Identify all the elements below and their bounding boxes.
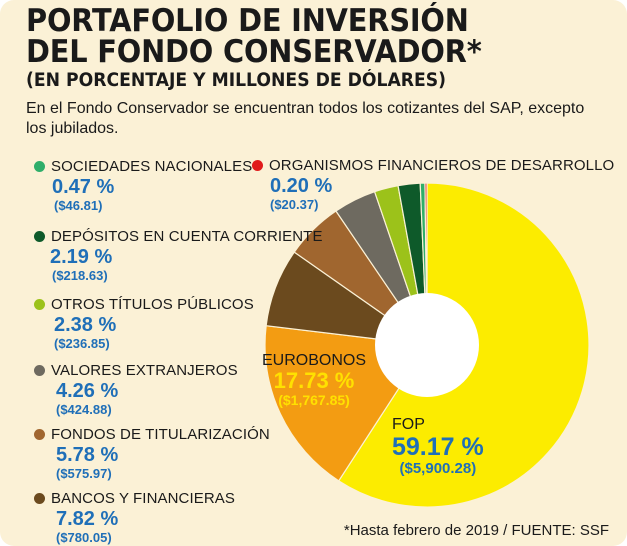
legend-swatch-valores-extranjeros [34,365,45,376]
legend-swatch-fondos-titularizacion [34,429,45,440]
legend-label-otros-titulos-publicos: OTROS TÍTULOS PÚBLICOS [51,296,254,313]
data-label-otros-titulos-publicos-amount: ($236.85) [54,336,110,351]
data-label-bancos-financieras-pct: 7.82 % [56,508,119,530]
data-label-depositos-cuenta-corriente-amount: ($218.63) [52,268,108,283]
legend-label-bancos-financieras: BANCOS Y FINANCIERAS [51,490,235,507]
legend-item-bancos-financieras: BANCOS Y FINANCIERAS 7.82 % ($780.05) [34,490,235,545]
data-label-sociedades-nacionales-amount: ($46.81) [54,198,103,213]
chart-description: En el Fondo Conservador se encuentran to… [26,100,585,137]
data-label-organismos-financieros-pct: 0.20 % [270,175,333,197]
data-label-sociedades-nacionales-pct: 0.47 % [52,176,115,198]
legend-swatch-otros-titulos-publicos [34,299,45,310]
data-label-fondos-titularizacion-pct: 5.78 % [56,444,119,466]
donut-hole [375,293,479,397]
slice-label-fop-name: FOP [392,416,425,433]
data-label-otros-titulos-publicos-pct: 2.38 % [54,314,117,336]
chart-source-note: *Hasta febrero de 2019 / FUENTE: SSF [343,522,609,539]
legend-label-organismos-financieros: ORGANISMOS FINANCIEROS DE DESARROLLO [269,157,615,174]
chart-title: PORTAFOLIO DE INVERSIÓN DEL FONDO CONSER… [26,3,482,70]
data-label-organismos-financieros-amount: ($20.37) [270,197,319,212]
data-label-fondos-titularizacion-amount: ($575.97) [56,466,112,481]
data-label-valores-extranjeros-pct: 4.26 % [56,380,119,402]
data-label-bancos-financieras-amount: ($780.05) [56,530,112,545]
legend-label-sociedades-nacionales: SOCIEDADES NACIONALES [51,158,253,175]
legend-item-fondos-titularizacion: FONDOS DE TITULARIZACIÓN 5.78 % ($575.97… [34,426,270,481]
legend-item-organismos-financieros: ORGANISMOS FINANCIEROS DE DESARROLLO 0.2… [252,157,614,212]
legend-item-otros-titulos-publicos: OTROS TÍTULOS PÚBLICOS 2.38 % ($236.85) [34,296,254,351]
legend-item-valores-extranjeros: VALORES EXTRANJEROS 4.26 % ($424.88) [34,362,238,417]
legend-swatch-bancos-financieras [34,493,45,504]
legend-item-depositos-cuenta-corriente: DEPÓSITOS EN CUENTA CORRIENTE 2.19 % ($2… [34,228,323,283]
legend-swatch-depositos-cuenta-corriente [34,231,45,242]
slice-label-fop-pct: 59.17 % [392,433,484,461]
legend-swatch-organismos-financieros [252,160,263,171]
slice-label-eurobonos-pct: 17.73 % [273,368,355,393]
legend-swatch-sociedades-nacionales [34,161,45,172]
data-label-depositos-cuenta-corriente-pct: 2.19 % [50,246,113,268]
chart-subtitle: (EN PORCENTAJE Y MILLONES DE DÓLARES) [26,70,447,91]
legend-label-depositos-cuenta-corriente: DEPÓSITOS EN CUENTA CORRIENTE [51,228,323,245]
slice-label-eurobonos: EUROBONOS 17.73 % ($1,767.85) [262,352,366,408]
legend-item-sociedades-nacionales: SOCIEDADES NACIONALES 0.47 % ($46.81) [34,158,252,213]
data-label-valores-extranjeros-amount: ($424.88) [56,402,112,417]
slice-label-fop-amount: ($5,900.28) [399,460,477,477]
legend-label-fondos-titularizacion: FONDOS DE TITULARIZACIÓN [51,426,270,443]
legend-label-valores-extranjeros: VALORES EXTRANJEROS [51,362,238,379]
slice-label-eurobonos-name: EUROBONOS [262,352,367,369]
slice-label-eurobonos-amount: ($1,767.85) [278,392,350,408]
slice-label-fop: FOP 59.17 % ($5,900.28) [392,416,484,478]
